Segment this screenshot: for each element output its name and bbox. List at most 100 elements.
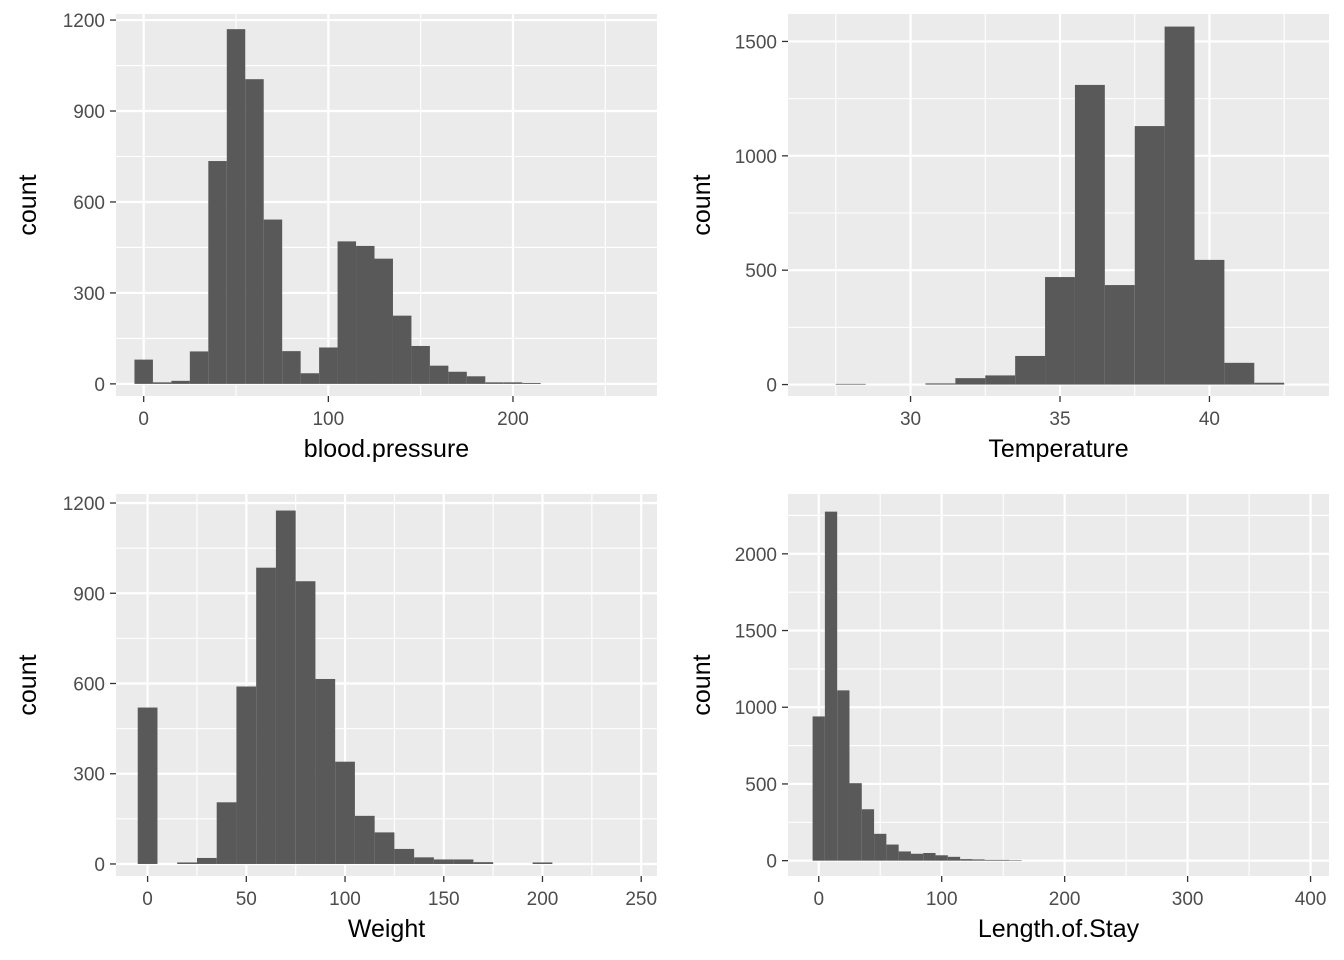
y-tick-label: 1500 (735, 32, 777, 53)
histogram-bar (466, 376, 486, 384)
histogram-bar (411, 345, 430, 384)
x-tick-label: 100 (926, 889, 958, 910)
histogram-bar (256, 567, 276, 864)
axes: 0 100 200 0 300 600 900 1200 (63, 11, 529, 430)
y-tick-label: 0 (94, 375, 105, 396)
y-tick-label: 300 (73, 284, 105, 305)
histogram-bars (137, 510, 553, 864)
histogram-bar (453, 859, 474, 864)
y-tick-label: 900 (73, 102, 105, 123)
y-tick-label: 2000 (735, 545, 777, 566)
histogram-bar (433, 859, 454, 864)
histogram-bar (1045, 277, 1075, 385)
x-tick-label: 300 (1172, 889, 1204, 910)
histogram-bar (208, 161, 227, 384)
y-tick-label: 500 (745, 261, 777, 282)
histogram-bar (960, 859, 973, 861)
histogram-bar (177, 862, 197, 864)
histogram-bar (356, 245, 375, 384)
axes: 0 50 100 150 200 250 0 300 600 900 1200 (63, 494, 657, 910)
histogram-bar (812, 716, 825, 861)
histogram-bar (1254, 382, 1285, 385)
histogram-bar (861, 809, 875, 861)
histogram-bar (189, 351, 209, 384)
histogram-bar (295, 581, 316, 864)
histogram-bar (245, 79, 264, 384)
y-axis-title: count (688, 174, 716, 235)
x-axis-title: Temperature (988, 435, 1128, 463)
histogram-bar (522, 382, 541, 384)
histogram-bars (134, 29, 541, 384)
histogram-bar (374, 832, 395, 864)
x-tick-label: 150 (428, 889, 460, 910)
histogram-bar (984, 859, 998, 861)
histogram-bar (137, 707, 158, 864)
histogram-bar (448, 371, 467, 384)
histogram-bar (849, 783, 862, 861)
grid-lines (788, 494, 1329, 876)
y-tick-label: 900 (73, 584, 105, 605)
y-tick-label: 600 (73, 674, 105, 695)
histogram-bar (337, 241, 357, 384)
histogram-bar (532, 862, 553, 864)
histogram-bar (414, 857, 434, 864)
histogram-bar (429, 365, 449, 384)
x-tick-label: 400 (1295, 889, 1327, 910)
histogram-bars (835, 26, 1285, 385)
histogram-bar (282, 351, 301, 384)
histogram-bar (1194, 259, 1225, 385)
x-tick-label: 0 (813, 889, 824, 910)
histogram-panel-2: 30 35 40 0 500 1000 1500 Temperature count (688, 14, 1329, 463)
x-tick-label: 40 (1199, 409, 1220, 430)
x-tick-label: 0 (138, 409, 149, 430)
histogram-bar (1009, 860, 1022, 861)
histogram-bar (955, 378, 986, 385)
panel-background (788, 494, 1329, 876)
histogram-bar (275, 510, 296, 864)
histogram-bar (392, 315, 412, 384)
histogram-bar (985, 375, 1016, 385)
histogram-bar (947, 856, 961, 861)
histogram-bar (898, 851, 911, 861)
x-tick-label: 0 (142, 889, 153, 910)
histogram-bar (1015, 355, 1046, 385)
histogram-bar (1104, 285, 1135, 385)
histogram-bar (226, 29, 246, 384)
y-tick-label: 1000 (735, 147, 777, 168)
x-axis-title: blood.pressure (304, 435, 469, 463)
x-tick-label: 200 (1049, 889, 1081, 910)
histogram-bar (1224, 362, 1255, 385)
x-axis-title: Weight (348, 915, 425, 943)
histogram-bar (1134, 126, 1165, 385)
histogram-bar (319, 347, 338, 384)
histogram-bar (837, 690, 850, 861)
x-tick-label: 100 (312, 409, 344, 430)
histogram-bar (925, 383, 956, 385)
histogram-bar (485, 382, 504, 384)
y-tick-label: 300 (73, 765, 105, 786)
y-tick-label: 1500 (735, 622, 777, 643)
histogram-bar (152, 382, 172, 384)
histogram-bar (335, 761, 355, 864)
histogram-bar (196, 857, 217, 864)
histogram-bar (874, 833, 887, 861)
histogram-bar (503, 382, 523, 384)
x-tick-label: 35 (1049, 409, 1070, 430)
histogram-bar (1074, 84, 1105, 385)
y-axis-title: count (14, 654, 42, 715)
y-tick-label: 0 (766, 376, 777, 397)
histogram-bar (923, 852, 936, 861)
histogram-bar (300, 373, 320, 384)
x-tick-label: 50 (236, 889, 257, 910)
histogram-bar (216, 802, 237, 864)
histogram-bar (473, 862, 494, 864)
histogram-bar (935, 855, 948, 861)
histogram-bar (824, 511, 838, 861)
histogram-bar (263, 219, 283, 384)
histogram-bar (910, 853, 924, 861)
x-tick-label: 30 (900, 409, 921, 430)
x-tick-label: 200 (497, 409, 529, 430)
histogram-bar (236, 686, 257, 864)
histogram-bar (997, 859, 1010, 861)
